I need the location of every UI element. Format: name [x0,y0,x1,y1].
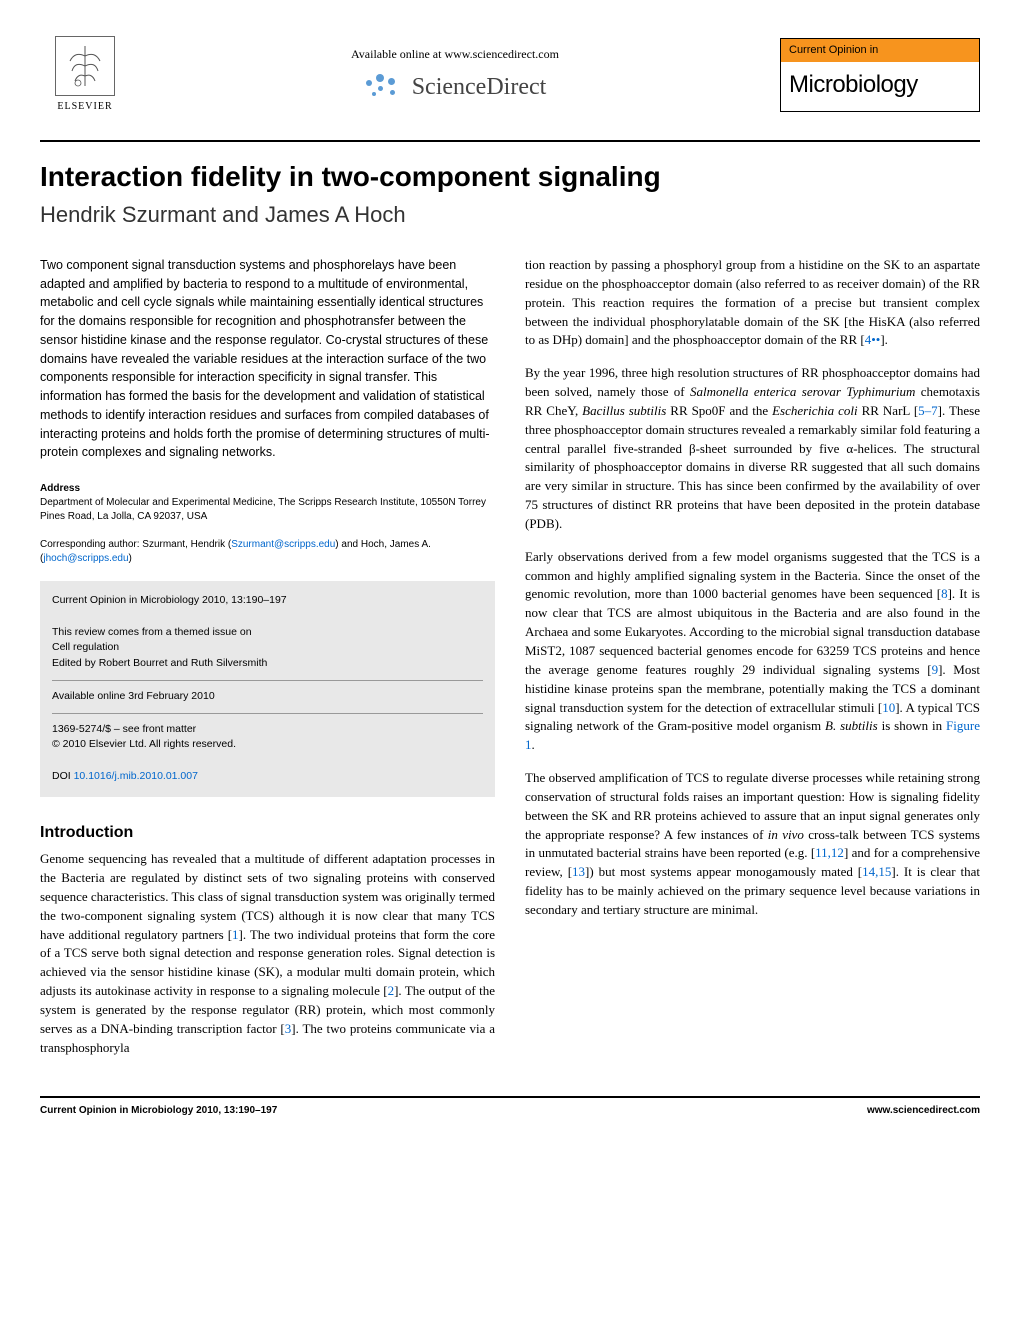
address-heading: Address [40,482,495,496]
info-copyright: © 2010 Elsevier Ltd. All rights reserved… [52,737,483,753]
info-themed: This review comes from a themed issue on [52,625,483,641]
email-link-2[interactable]: jhoch@scripps.edu [43,553,128,564]
left-column: Two component signal transduction system… [40,256,495,1071]
species-3: Escherichia coli [772,403,858,418]
doi-link[interactable]: 10.1016/j.mib.2010.01.007 [74,770,198,782]
header-row: ELSEVIER Available online at www.science… [40,30,980,120]
ref-10[interactable]: 10 [882,700,895,715]
journal-series-label: Current Opinion in [781,39,979,62]
ref-4[interactable]: 4•• [865,332,881,347]
right-column: tion reaction by passing a phosphoryl gr… [525,256,980,1071]
journal-box: Current Opinion in Microbiology [780,38,980,113]
center-header: Available online at www.sciencedirect.co… [130,46,780,104]
footer-citation: Current Opinion in Microbiology 2010, 13… [40,1104,277,1118]
ref-5-7[interactable]: 5–7 [918,403,938,418]
sciencedirect-dots-icon [364,72,404,102]
info-editors: Edited by Robert Bourret and Ruth Silver… [52,656,483,672]
abstract-text: Two component signal transduction system… [40,256,495,462]
ref-14-15[interactable]: 14,15 [862,864,891,879]
info-divider-2 [52,713,483,714]
latin-1: in vivo [768,827,804,842]
article-title: Interaction fidelity in two-component si… [40,157,980,196]
species-1: Salmonella enterica serovar Typhimurium [690,384,915,399]
ref-13[interactable]: 13 [572,864,585,879]
address-text: Department of Molecular and Experimental… [40,496,495,524]
footer-url: www.sciencedirect.com [867,1104,980,1118]
ref-11-12[interactable]: 11,12 [815,845,844,860]
info-issn: 1369-5274/$ – see front matter [52,722,483,738]
article-authors: Hendrik Szurmant and James A Hoch [40,200,980,231]
intro-heading: Introduction [40,822,495,844]
sciencedirect-logo: ScienceDirect [130,71,780,105]
info-citation: Current Opinion in Microbiology 2010, 13… [52,593,483,609]
journal-name: Microbiology [781,62,979,112]
page-footer: Current Opinion in Microbiology 2010, 13… [40,1096,980,1118]
two-column-layout: Two component signal transduction system… [40,256,980,1071]
email-link-1[interactable]: Szurmant@scripps.edu [231,539,335,550]
info-doi: DOI 10.1016/j.mib.2010.01.007 [52,769,483,785]
col2-paragraph-2: By the year 1996, three high resolution … [525,364,980,534]
info-divider-1 [52,680,483,681]
sciencedirect-text: ScienceDirect [412,71,547,105]
available-online-text: Available online at www.sciencedirect.co… [130,46,780,63]
corresponding-author: Corresponding author: Szurmant, Hendrik … [40,538,495,566]
header-divider [40,140,980,142]
elsevier-label: ELSEVIER [57,100,112,114]
elsevier-tree-icon [55,36,115,96]
address-block: Address Department of Molecular and Expe… [40,482,495,566]
intro-paragraph-1: Genome sequencing has revealed that a mu… [40,850,495,1057]
info-theme: Cell regulation [52,640,483,656]
col2-paragraph-3: Early observations derived from a few mo… [525,548,980,755]
elsevier-logo: ELSEVIER [40,30,130,120]
col2-paragraph-1: tion reaction by passing a phosphoryl gr… [525,256,980,350]
species-4: B. subtilis [825,718,878,733]
info-box: Current Opinion in Microbiology 2010, 13… [40,581,495,797]
species-2: Bacillus subtilis [582,403,666,418]
col2-paragraph-4: The observed amplification of TCS to reg… [525,769,980,920]
info-available: Available online 3rd February 2010 [52,689,483,705]
